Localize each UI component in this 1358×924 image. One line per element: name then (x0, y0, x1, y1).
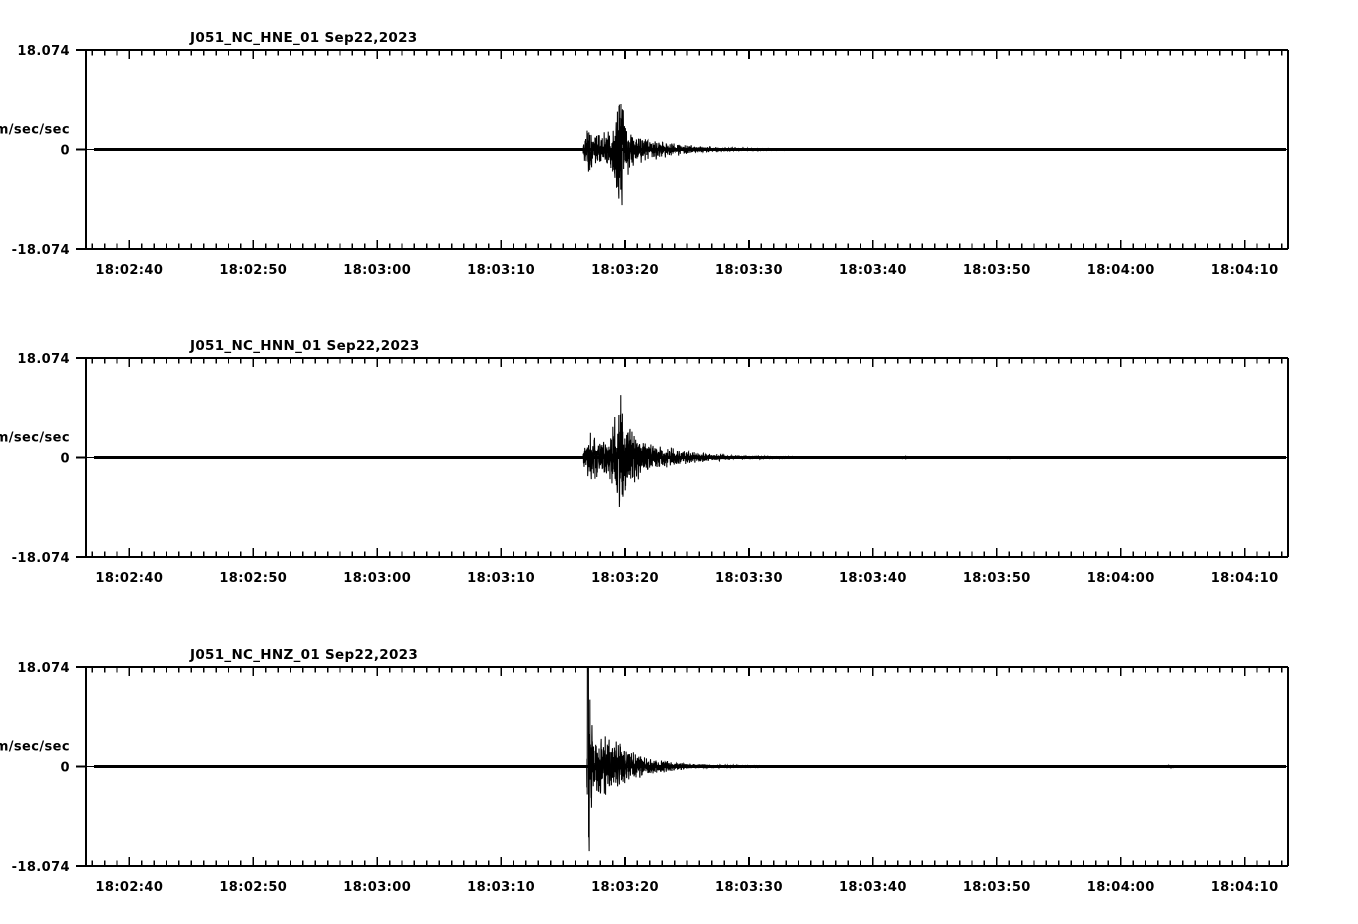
x-axis-tick-label: 18:03:30 (715, 263, 783, 278)
y-axis-max-label: 18.074 (17, 661, 70, 676)
y-axis-unit-label: cm/sec/sec (0, 431, 70, 446)
axis-ticks (76, 666, 1283, 867)
x-axis-tick-label: 18:03:20 (591, 880, 659, 895)
x-axis-tick-label: 18:02:40 (95, 880, 163, 895)
x-axis-tick-label: 18:03:40 (839, 571, 907, 586)
plot-frame (85, 357, 1289, 558)
x-axis-tick-label: 18:03:10 (467, 263, 535, 278)
y-axis-unit-label: cm/sec/sec (0, 740, 70, 755)
x-axis-tick-label: 18:04:10 (1211, 263, 1279, 278)
y-axis-max-label: 18.074 (17, 352, 70, 367)
plot-frame (85, 49, 1289, 250)
waveform-trace (86, 103, 1288, 206)
x-axis-tick-label: 18:03:20 (591, 263, 659, 278)
trace-title: J051_NC_HNN_01 Sep22,2023 (189, 338, 420, 354)
x-axis-tick-label: 18:03:40 (839, 880, 907, 895)
axis-ticks (76, 49, 1283, 250)
x-axis-tick-label: 18:03:10 (467, 880, 535, 895)
y-axis-zero-label: 0 (61, 761, 70, 776)
y-axis-min-label: -18.074 (12, 860, 70, 875)
x-axis-tick-label: 18:03:50 (963, 571, 1031, 586)
plot-frame (85, 666, 1289, 867)
y-axis-min-label: -18.074 (12, 551, 70, 566)
y-axis-zero-label: 0 (61, 144, 70, 159)
x-axis-tick-label: 18:03:50 (963, 880, 1031, 895)
trace-title: J051_NC_HNE_01 Sep22,2023 (189, 30, 418, 46)
waveform-trace (86, 395, 1288, 508)
y-axis-min-label: -18.074 (12, 243, 70, 258)
x-axis-tick-label: 18:02:50 (219, 571, 287, 586)
x-axis-tick-label: 18:03:00 (343, 263, 411, 278)
x-axis-tick-label: 18:02:40 (95, 263, 163, 278)
y-axis-max-label: 18.074 (17, 44, 70, 59)
x-axis-tick-label: 18:02:50 (219, 880, 287, 895)
x-axis-tick-label: 18:04:10 (1211, 880, 1279, 895)
trace-title: J051_NC_HNZ_01 Sep22,2023 (189, 647, 418, 663)
y-axis-unit-label: cm/sec/sec (0, 123, 70, 138)
x-axis-tick-label: 18:03:10 (467, 571, 535, 586)
x-axis-tick-label: 18:03:00 (343, 571, 411, 586)
x-axis-tick-label: 18:02:40 (95, 571, 163, 586)
x-axis-tick-label: 18:04:00 (1087, 880, 1155, 895)
x-axis-tick-label: 18:03:30 (715, 880, 783, 895)
x-axis-tick-label: 18:03:50 (963, 263, 1031, 278)
axis-ticks (76, 357, 1283, 558)
x-axis-tick-label: 18:03:20 (591, 571, 659, 586)
x-axis-tick-label: 18:02:50 (219, 263, 287, 278)
x-axis-tick-label: 18:04:00 (1087, 571, 1155, 586)
x-axis-tick-label: 18:03:40 (839, 263, 907, 278)
y-axis-zero-label: 0 (61, 452, 70, 467)
x-axis-tick-label: 18:04:10 (1211, 571, 1279, 586)
waveform-trace (86, 666, 1288, 852)
x-axis-tick-label: 18:03:00 (343, 880, 411, 895)
x-axis-tick-label: 18:03:30 (715, 571, 783, 586)
x-axis-tick-label: 18:04:00 (1087, 263, 1155, 278)
